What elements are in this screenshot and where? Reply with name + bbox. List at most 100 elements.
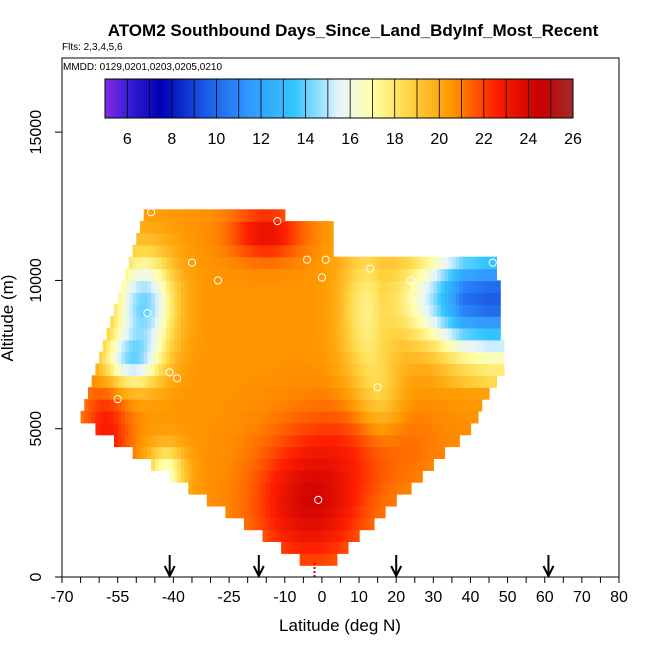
heatmap-cell [321,339,327,353]
heatmap-cell [392,327,397,341]
colorbar-segment [414,79,418,118]
heatmap-cell [411,304,416,317]
heatmap-cell [221,339,226,353]
colorbar-segment [188,79,192,118]
heatmap-cell [192,458,197,471]
heatmap-cell [292,494,297,507]
heatmap-cell [273,410,278,424]
heatmap-cell [388,458,394,471]
heatmap-cell [314,339,319,353]
heatmap-cell [229,327,234,341]
heatmap-cell [314,292,319,305]
heatmap-cell [321,233,327,246]
heatmap-cell [143,209,148,222]
heatmap-cell [411,351,416,365]
heatmap-cell [221,256,226,270]
sample-point [165,368,174,377]
heatmap-cell [158,233,163,246]
heatmap-cell [140,399,145,412]
heatmap-cell [303,387,308,400]
heatmap-cell [121,399,126,412]
sample-point [213,276,223,285]
heatmap-cell [370,470,375,483]
heatmap-cell [370,505,375,519]
heatmap-cell [143,327,148,341]
heatmap-cell [225,316,230,329]
heatmap-cell [373,458,379,471]
heatmap-cell [403,482,408,495]
heatmap-cell [299,233,304,246]
heatmap-cell [240,256,245,270]
heatmap-cell [425,375,431,388]
heatmap-cell [192,327,197,341]
heatmap-cell [240,304,245,317]
heatmap-cell [225,351,230,365]
heatmap-cell [310,446,316,459]
heatmap-cell [140,292,145,305]
colorbar-segment [169,79,173,118]
heatmap-cell [251,363,256,376]
heatmap-cell [303,351,308,365]
heatmap-cell [299,410,304,424]
heatmap-cell [295,375,301,388]
heatmap-cell [132,434,137,448]
heatmap-cell [277,292,282,305]
heatmap-cell [396,434,401,448]
heatmap-cell [284,244,290,258]
heatmap-cell [485,339,490,353]
heatmap-cell [292,221,297,234]
heatmap-cell [154,292,160,305]
heatmap-cell [143,434,148,448]
heatmap-cell [218,233,223,246]
heatmap-cell [485,280,490,293]
colorbar-segment [180,79,184,118]
heatmap-cell [229,256,234,270]
heatmap-cell [132,244,137,258]
heatmap-cell [295,244,301,258]
heatmap-cell [333,387,338,400]
heatmap-cell [225,280,230,293]
heatmap-cell [463,280,468,293]
colorbar-segment [339,79,343,118]
heatmap-cell [114,304,119,317]
heatmap-cell [125,351,130,365]
heatmap-cell [318,541,323,554]
heatmap-cell [244,280,249,293]
heatmap-cell [373,256,379,270]
heatmap-cell [307,339,312,353]
colorbar-tick-label: 16 [341,131,359,148]
heatmap-cell [166,351,171,365]
colorbar-segment [261,79,265,118]
heatmap-cell [244,233,249,246]
heatmap-cell [218,209,223,222]
heatmap-cell [151,268,156,282]
heatmap-cell [373,327,379,341]
heatmap-cell [351,422,356,436]
heatmap-cell [307,505,312,519]
heatmap-cell [429,339,434,353]
heatmap-cell [284,339,290,353]
heatmap-cell [470,327,475,341]
heatmap-cell [203,221,208,234]
heatmap-cell [318,256,323,270]
heatmap-cell [325,553,330,566]
heatmap-cell [355,351,360,365]
heatmap-cell [318,327,323,341]
heatmap-cell [422,387,427,400]
heatmap-cell [184,280,189,293]
heatmap-cell [177,292,182,305]
heatmap-cell [284,280,290,293]
heatmap-cell [318,292,323,305]
heatmap-cell [106,399,111,412]
heatmap-cell [359,446,364,459]
heatmap-cell [258,470,264,483]
heatmap-cell [192,280,197,293]
heatmap-cell [299,517,304,531]
heatmap-cell [206,280,212,293]
heatmap-cell [340,256,345,270]
heatmap-cell [140,256,145,270]
heatmap-cell [303,434,308,448]
heatmap-cell [310,339,316,353]
colorbar-segment [194,79,198,118]
heatmap-cell [396,482,401,495]
